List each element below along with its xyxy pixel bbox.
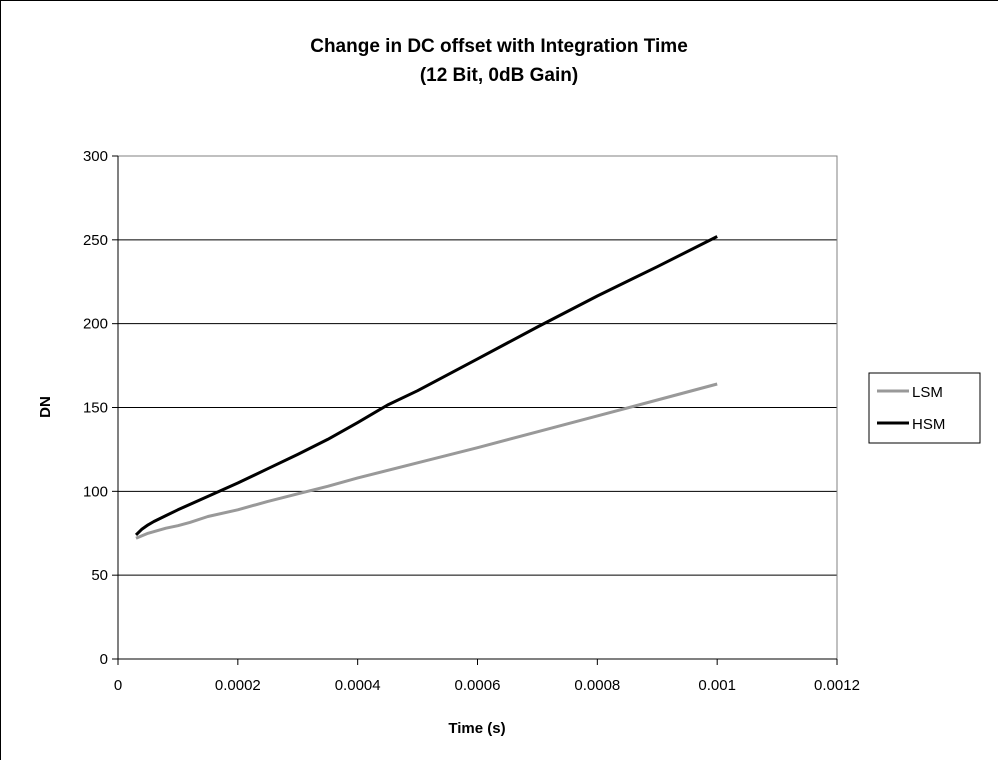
chart-title: Change in DC offset with Integration Tim… [310,36,688,57]
y-tick-label: 300 [83,148,108,165]
chart-subtitle: (12 Bit, 0dB Gain) [420,65,578,86]
x-tick-label: 0.001 [698,677,736,694]
legend-label-hsm: HSM [912,416,945,433]
x-tick-label: 0.0004 [335,677,381,694]
series-line-lsm [135,382,718,540]
y-tick-label: 200 [83,316,108,333]
x-tick-label: 0 [114,677,122,694]
axes [112,155,838,665]
y-tick-label: 100 [83,483,108,500]
x-tick-label: 0.0008 [574,677,620,694]
x-axis-label: Time (s) [448,720,505,737]
x-tick-label: 0.0006 [455,677,501,694]
y-tick-label: 150 [83,400,108,417]
legend: LSM HSM [868,372,981,444]
tick-labels: 0 50 100 150 200 250 300 0 0.0002 0.0004 0.0006 0.0… [83,148,860,694]
x-tick-label: 0.0002 [215,677,261,694]
legend-label-lsm: LSM [912,384,943,401]
legend-box [868,372,981,444]
y-tick-label: 0 [100,651,108,668]
y-axis-label: DN [37,396,54,418]
x-tick-label: 0.0012 [814,677,860,694]
series-layer [134,235,718,540]
y-tick-label: 250 [83,232,108,249]
y-tick-label: 50 [91,567,108,584]
series-line-hsm [134,235,718,536]
